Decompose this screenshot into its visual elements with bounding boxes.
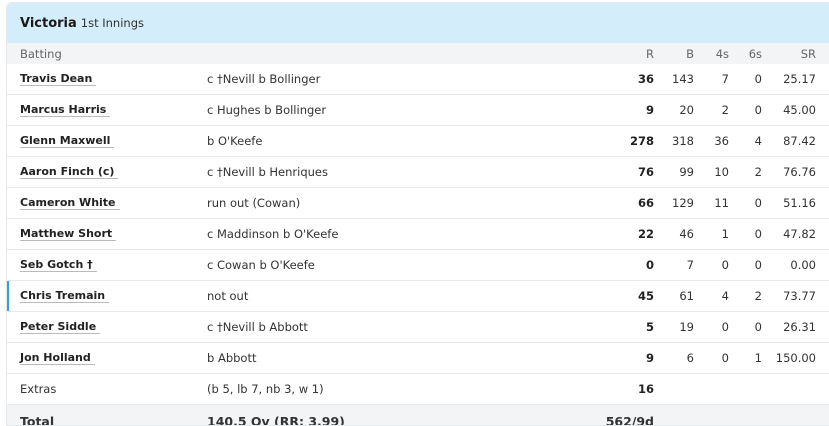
strike-rate: 76.76	[783, 165, 816, 179]
fours: 11	[714, 196, 729, 210]
dismissal: not out	[207, 289, 248, 303]
balls: 129	[672, 196, 694, 210]
batter-name-link[interactable]: Chris Tremain	[20, 289, 109, 303]
fours: 0	[722, 320, 729, 334]
fours: 0	[722, 258, 729, 272]
batter-name-link[interactable]: Seb Gotch †	[20, 258, 97, 272]
fours: 10	[714, 165, 729, 179]
batter-name-link[interactable]: Jon Holland	[20, 351, 95, 365]
fours: 2	[722, 103, 729, 117]
runs: 22	[638, 227, 654, 241]
strike-rate: 26.31	[783, 320, 816, 334]
dismissal: c Hughes b Bollinger	[207, 103, 326, 117]
sixes: 0	[755, 258, 762, 272]
total-value: 562/9d	[606, 414, 654, 426]
fours-header: 4s	[716, 47, 729, 61]
strike-rate: 25.17	[783, 72, 816, 86]
fours: 0	[722, 351, 729, 365]
balls: 99	[679, 165, 694, 179]
strike-rate: 47.82	[783, 227, 816, 241]
fours: 4	[722, 289, 729, 303]
dismissal: b Abbott	[207, 351, 256, 365]
batter-name-link[interactable]: Peter Siddle	[20, 320, 100, 334]
batter-row: Aaron Finch (c) c †Nevill b Henriques 76…	[7, 157, 829, 188]
scorecard: Victoria 1st Innings Batting R B 4s 6s S…	[6, 2, 829, 426]
runs: 9	[646, 103, 654, 117]
batter-name-link[interactable]: Cameron White	[20, 196, 120, 210]
batter-row: Peter Siddle c †Nevill b Abbott 5 19 0 0…	[7, 312, 829, 343]
total-row: Total 140.5 Ov (RR: 3.99) 562/9d	[7, 405, 829, 426]
batter-name-link[interactable]: Aaron Finch (c)	[20, 165, 118, 179]
batter-row: Travis Dean c †Nevill b Bollinger 36 143…	[7, 64, 829, 95]
runs: 5	[646, 320, 654, 334]
strike-rate: 150.00	[776, 351, 816, 365]
innings-label: 1st Innings	[81, 16, 144, 30]
batter-row: Chris Tremain not out 45 61 4 2 73.77	[7, 281, 829, 312]
runs: 45	[638, 289, 654, 303]
innings-header: Victoria 1st Innings	[7, 3, 829, 43]
runs: 0	[646, 258, 654, 272]
extras-label: Extras	[20, 382, 56, 396]
sixes: 2	[755, 289, 762, 303]
dismissal: run out (Cowan)	[207, 196, 300, 210]
sixes: 0	[755, 103, 762, 117]
dismissal: c Cowan b O'Keefe	[207, 258, 315, 272]
runs: 278	[630, 134, 654, 148]
fours: 36	[714, 134, 729, 148]
sixes: 0	[755, 72, 762, 86]
runs-header: R	[646, 47, 654, 61]
runs: 66	[638, 196, 654, 210]
strike-rate: 87.42	[783, 134, 816, 148]
batter-name-link[interactable]: Glenn Maxwell	[20, 134, 114, 148]
batter-row: Marcus Harris c Hughes b Bollinger 9 20 …	[7, 95, 829, 126]
runs: 9	[646, 351, 654, 365]
balls: 143	[672, 72, 694, 86]
balls: 6	[687, 351, 694, 365]
sixes: 4	[755, 134, 762, 148]
balls: 19	[679, 320, 694, 334]
sixes: 0	[755, 196, 762, 210]
dismissal: b O'Keefe	[207, 134, 262, 148]
extras-row: Extras (b 5, lb 7, nb 3, w 1) 16	[7, 374, 829, 405]
extras-detail: (b 5, lb 7, nb 3, w 1)	[207, 382, 324, 396]
strike-rate-header: SR	[801, 47, 816, 61]
batter-name-link[interactable]: Marcus Harris	[20, 103, 110, 117]
balls: 318	[672, 134, 694, 148]
balls: 46	[679, 227, 694, 241]
sixes: 2	[755, 165, 762, 179]
sixes: 1	[755, 351, 762, 365]
dismissal: c †Nevill b Bollinger	[207, 72, 320, 86]
batter-name-link[interactable]: Matthew Short	[20, 227, 116, 241]
batter-name-link[interactable]: Travis Dean	[20, 72, 96, 86]
batter-row: Glenn Maxwell b O'Keefe 278 318 36 4 87.…	[7, 126, 829, 157]
team-name: Victoria	[20, 16, 77, 31]
batter-row: Matthew Short c Maddinson b O'Keefe 22 4…	[7, 219, 829, 250]
total-detail: 140.5 Ov (RR: 3.99)	[207, 414, 345, 426]
balls: 61	[679, 289, 694, 303]
sixes-header: 6s	[749, 47, 762, 61]
sixes: 0	[755, 227, 762, 241]
batter-row: Jon Holland b Abbott 9 6 0 1 150.00	[7, 343, 829, 374]
column-header-row: Batting R B 4s 6s SR	[7, 43, 829, 64]
fours: 1	[722, 227, 729, 241]
dismissal: c Maddinson b O'Keefe	[207, 227, 338, 241]
batter-row: Seb Gotch † c Cowan b O'Keefe 0 7 0 0 0.…	[7, 250, 829, 281]
strike-rate: 45.00	[783, 103, 816, 117]
dismissal: c †Nevill b Abbott	[207, 320, 308, 334]
balls-header: B	[686, 47, 694, 61]
total-label: Total	[20, 414, 54, 426]
fours: 7	[722, 72, 729, 86]
batter-row: Cameron White run out (Cowan) 66 129 11 …	[7, 188, 829, 219]
extras-value: 16	[638, 382, 654, 396]
runs: 36	[638, 72, 654, 86]
strike-rate: 0.00	[790, 258, 816, 272]
balls: 7	[687, 258, 694, 272]
runs: 76	[638, 165, 654, 179]
strike-rate: 73.77	[783, 289, 816, 303]
strike-rate: 51.16	[783, 196, 816, 210]
balls: 20	[679, 103, 694, 117]
batting-header: Batting	[20, 47, 62, 61]
dismissal: c †Nevill b Henriques	[207, 165, 328, 179]
sixes: 0	[755, 320, 762, 334]
